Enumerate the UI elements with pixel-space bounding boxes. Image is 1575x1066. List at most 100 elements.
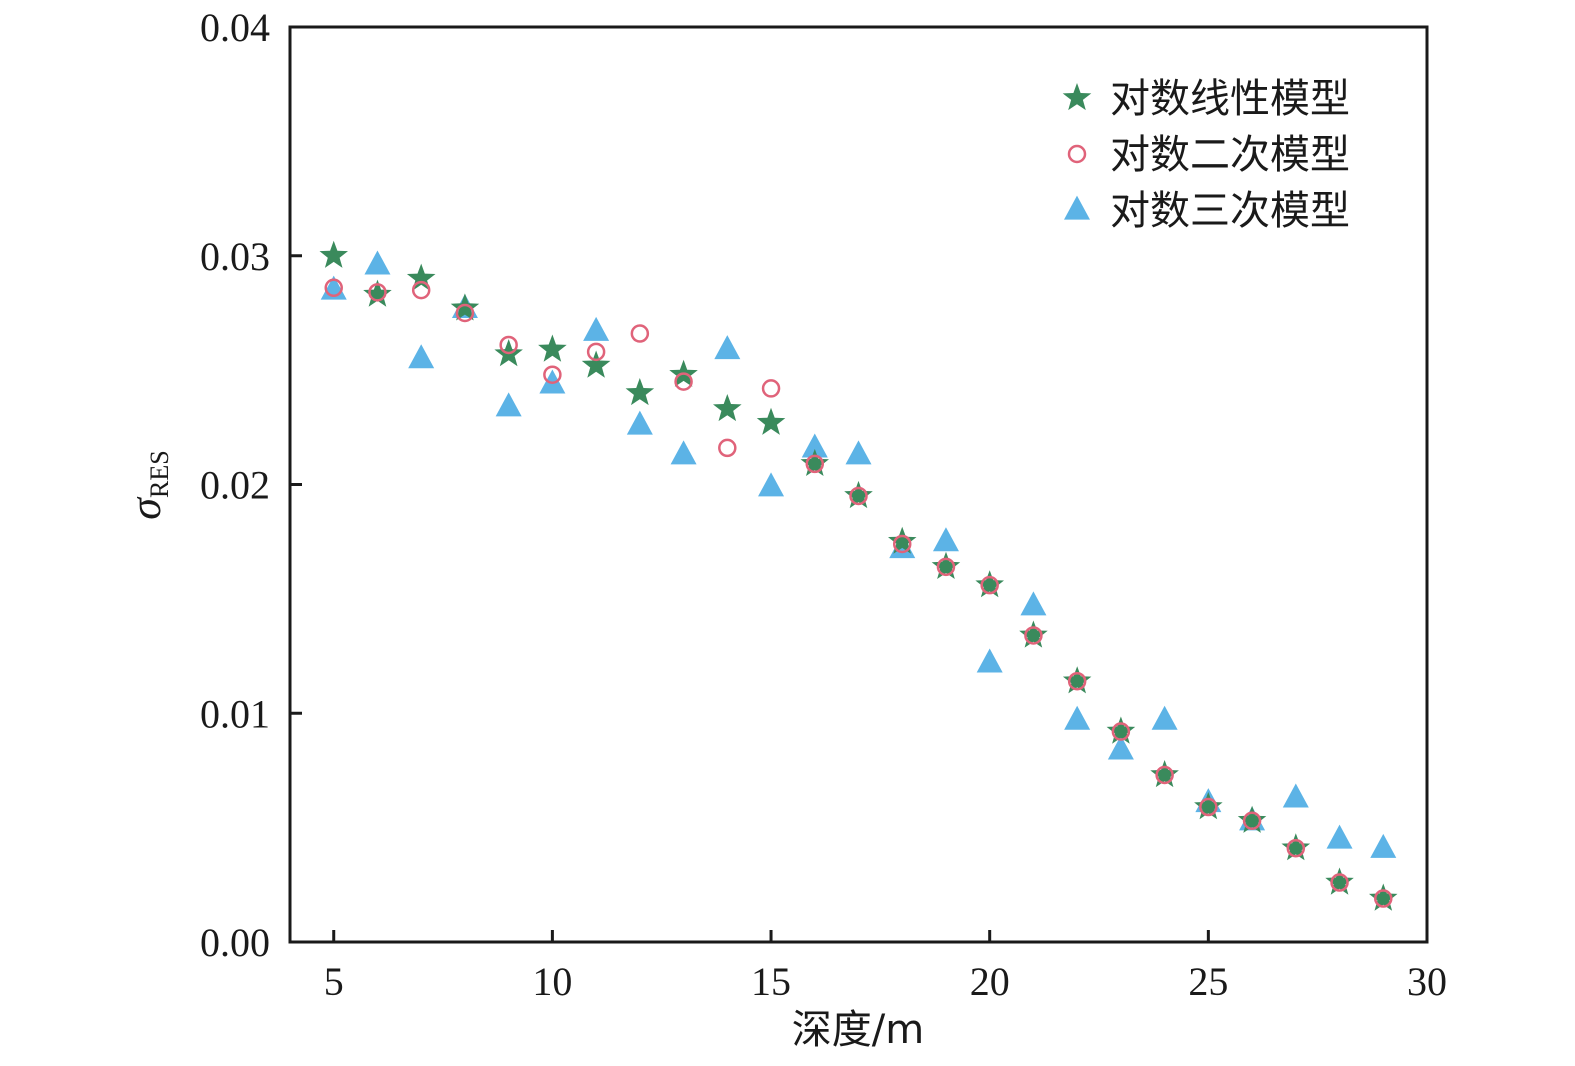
data-point: [756, 407, 786, 435]
data-point: [324, 278, 343, 298]
data-point: [538, 334, 567, 362]
data-point: [1370, 833, 1397, 858]
data-point: [1325, 867, 1354, 895]
data-point: [1281, 833, 1311, 861]
data-point: [931, 551, 961, 579]
data-point: [761, 379, 781, 398]
data-point: [450, 293, 480, 321]
series-triangle: [320, 250, 1397, 858]
data-point: [583, 316, 610, 341]
data-point: [1067, 671, 1087, 691]
data-point: [1062, 666, 1092, 694]
y-tick-label: 0.02: [200, 463, 270, 508]
data-point: [849, 486, 868, 506]
x-tick-label: 5: [324, 959, 344, 1004]
data-point: [408, 344, 435, 369]
y-tick-label: 0.04: [200, 5, 270, 50]
data-point: [1286, 838, 1306, 858]
legend-label: 对数三次模型: [1110, 188, 1350, 234]
data-point: [581, 350, 611, 378]
x-tick-label: 20: [970, 959, 1010, 1004]
data-point: [1237, 805, 1267, 833]
y-axis: 0.00 0.01 0.02 0.03 0.04: [200, 5, 302, 965]
data-point: [1282, 783, 1309, 808]
svg-text:σRES: σRES: [121, 450, 174, 519]
legend-label: 对数线性模型: [1110, 76, 1350, 122]
legend-label: 对数二次模型: [1110, 132, 1350, 178]
series-star: [319, 240, 1398, 911]
data-point: [586, 342, 606, 362]
data-point: [406, 263, 436, 291]
data-point: [670, 440, 697, 465]
legend-item: 对数二次模型: [1067, 132, 1350, 178]
y-tick-label: 0.00: [200, 920, 270, 965]
data-point: [713, 394, 742, 422]
plot-marks: [319, 240, 1398, 911]
y-axis-title-symbol: σ: [121, 496, 170, 520]
data-point: [801, 433, 828, 458]
data-point: [1326, 824, 1353, 849]
data-point: [844, 480, 873, 509]
data-point: [319, 240, 348, 268]
data-point: [455, 303, 475, 323]
y-axis-title-subscript: RES: [145, 450, 174, 498]
data-point: [1019, 620, 1048, 648]
y-tick-label: 0.03: [200, 234, 270, 279]
data-point: [1330, 873, 1349, 892]
data-point: [1150, 760, 1179, 788]
data-point: [976, 648, 1003, 673]
x-axis-title: 深度/m: [792, 1007, 924, 1053]
data-point: [1374, 889, 1393, 908]
data-point: [364, 250, 391, 275]
x-tick-label: 30: [1407, 959, 1447, 1004]
legend-marker: [1067, 144, 1087, 164]
data-point: [758, 472, 785, 497]
data-point: [718, 438, 737, 458]
data-point: [626, 410, 653, 435]
data-point: [892, 534, 912, 554]
y-axis-title: σRES: [121, 450, 174, 519]
data-point: [543, 365, 562, 384]
data-point: [1106, 716, 1136, 744]
legend-marker: [1062, 83, 1092, 111]
legend-item: 对数三次模型: [1064, 188, 1350, 234]
legend-marker: [1064, 195, 1090, 220]
data-point: [1242, 811, 1262, 831]
x-tick-label: 15: [751, 959, 791, 1004]
data-point: [800, 448, 829, 476]
data-point: [625, 378, 655, 406]
data-point: [1194, 792, 1223, 820]
x-tick-label: 10: [532, 959, 572, 1004]
legend-item: 对数线性模型: [1062, 76, 1350, 122]
data-point: [805, 454, 825, 474]
data-point: [411, 280, 431, 300]
data-point: [932, 527, 959, 552]
data-point: [888, 526, 917, 554]
data-point: [1024, 626, 1043, 645]
data-point: [674, 372, 693, 391]
data-point: [975, 570, 1004, 598]
data-point: [1199, 797, 1218, 817]
data-point: [980, 575, 999, 595]
data-point: [1155, 765, 1174, 785]
data-point: [1107, 735, 1134, 760]
x-axis: 5 10 15 20 25 30: [324, 930, 1447, 1004]
data-point: [1369, 883, 1398, 911]
data-point: [630, 324, 650, 343]
series-open-circle: [324, 278, 1393, 908]
data-point: [499, 335, 518, 355]
x-tick-label: 25: [1188, 959, 1228, 1004]
data-point: [1020, 591, 1047, 616]
data-point: [714, 335, 741, 360]
data-point: [363, 279, 392, 307]
data-point: [936, 557, 956, 577]
data-point: [1151, 705, 1178, 730]
data-point: [1064, 705, 1091, 730]
data-point: [1111, 722, 1131, 741]
data-point: [845, 440, 872, 465]
data-point: [495, 392, 522, 417]
data-point: [368, 283, 387, 302]
y-tick-label: 0.01: [200, 691, 270, 736]
